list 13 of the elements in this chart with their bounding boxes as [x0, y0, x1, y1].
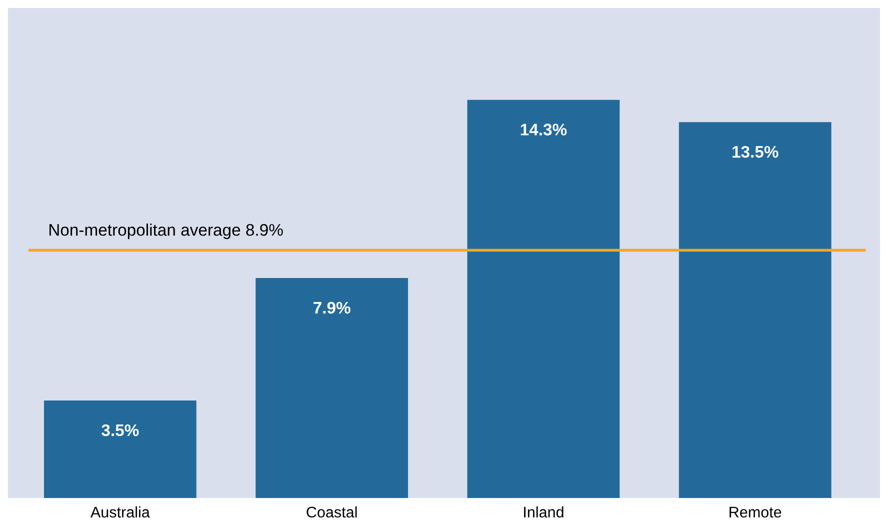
x-tick-label: Remote — [730, 506, 782, 518]
ref-line-label: Non-metropolitan average 8.9% — [49, 224, 283, 240]
x-tick-label: Coastal — [306, 506, 357, 518]
data-label: 13.5% — [732, 146, 778, 158]
data-label: 14.3% — [520, 124, 567, 136]
x-tick-label: Inland — [524, 506, 564, 518]
data-label: 3.5% — [102, 424, 139, 436]
bar — [44, 400, 196, 498]
bar — [467, 100, 620, 498]
data-label: 7.9% — [314, 302, 350, 314]
bar — [256, 278, 408, 498]
bar — [678, 122, 832, 498]
x-tick-label: Australia — [90, 506, 150, 518]
